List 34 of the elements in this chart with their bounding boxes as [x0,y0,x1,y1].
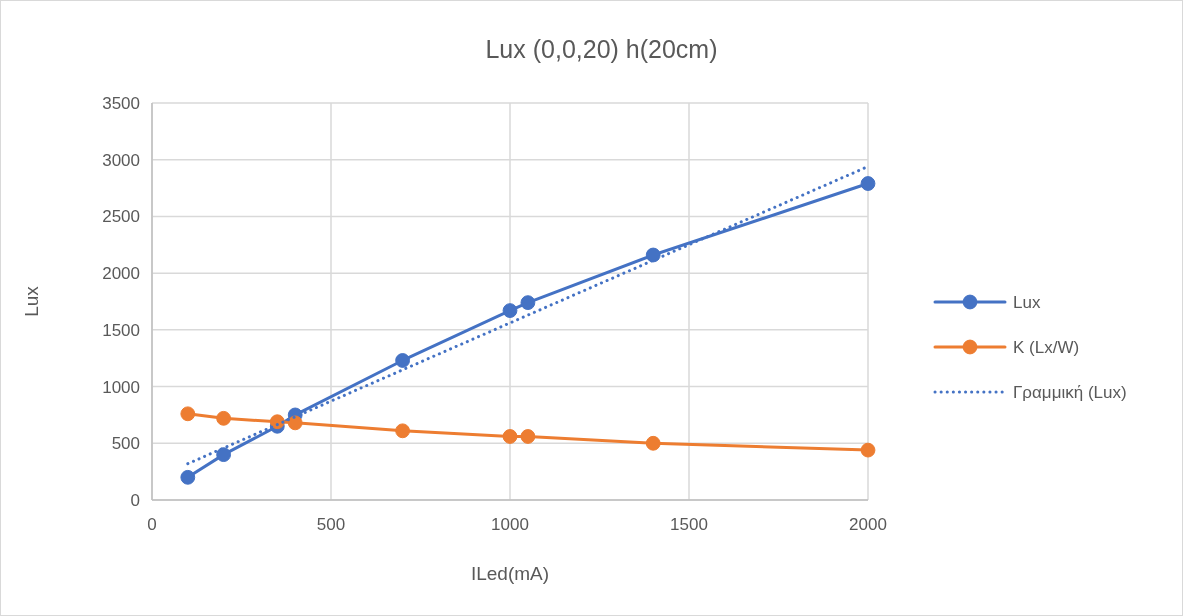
point [216,447,232,463]
point [216,410,232,426]
legend-label: K (Lx/W) [1013,337,1080,357]
point [395,423,411,439]
point [520,429,536,444]
y-tick-label: 0 [130,490,140,510]
x-tick-label: 1500 [670,515,708,534]
point [502,303,518,318]
y-tick-label: 3500 [102,93,140,113]
y-tick-label: 1500 [102,320,140,340]
point [395,353,411,368]
point [287,415,303,431]
legend-label: Γραμμική (Lux) [1013,382,1127,402]
point [645,435,661,451]
x-axis-title: ILed(mA) [470,563,550,584]
y-tick-label: 2500 [102,207,140,227]
point [860,176,876,191]
y-axis-title: Lux [21,285,42,317]
x-tick-label: 1000 [491,515,529,534]
point [645,247,661,263]
x-tick-label: 0 [147,515,157,534]
x-tick-label: 2000 [849,515,887,534]
point [180,469,196,485]
legend-label: Lux [1013,292,1041,312]
point [180,406,196,422]
x-tick-label: 500 [316,515,346,534]
chart-title: Lux (0,0,20) h(20cm) [485,35,718,63]
y-tick-label: 2000 [102,264,140,284]
point [502,429,518,444]
y-tick-label: 3000 [102,150,140,170]
point [520,295,536,311]
point [860,442,876,458]
y-tick-label: 500 [111,434,140,454]
y-tick-label: 1000 [102,377,140,397]
